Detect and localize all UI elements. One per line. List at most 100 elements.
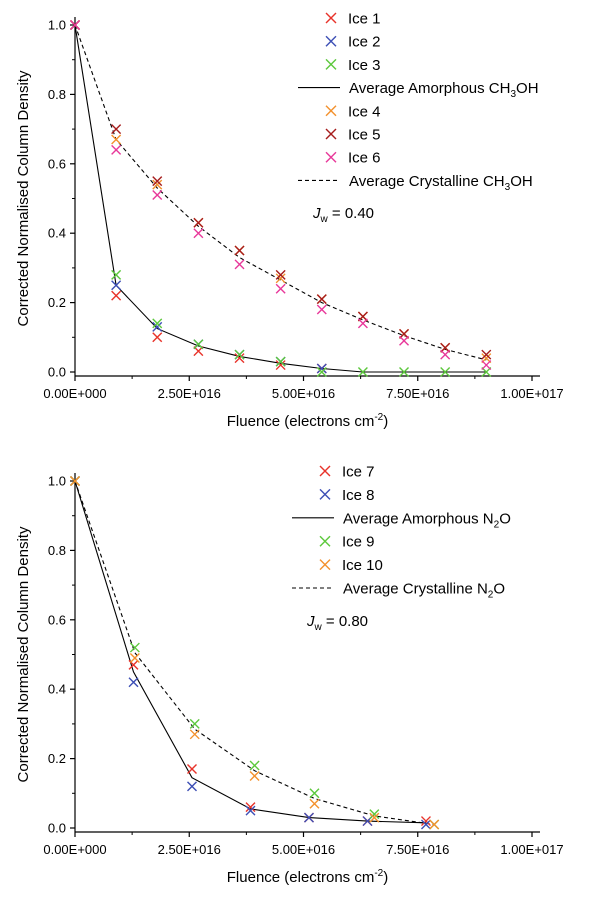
x-tick-label: 7.50E+016 (386, 842, 449, 857)
data-point (186, 781, 197, 792)
legend-marker (325, 105, 337, 117)
legend-label: Average Amorphous N2O (343, 510, 511, 530)
y-axis-title: Corrected Normalised Column Density (15, 70, 32, 326)
x-tick-label: 5.00E+016 (272, 386, 335, 401)
x-tick-label: 2.50E+016 (158, 842, 221, 857)
y-tick-label: 0.6 (48, 156, 66, 171)
legend-label: Average Crystalline N2O (343, 581, 505, 601)
data-point (357, 367, 368, 377)
series-line (74, 24, 487, 361)
data-point (275, 360, 286, 371)
legend-label: Ice 7 (342, 464, 375, 481)
x-tick-label: 0.00E+000 (43, 842, 106, 857)
legend-label: Ice 5 (348, 127, 381, 144)
data-point (128, 677, 139, 688)
y-tick-label: 0.0 (48, 821, 66, 836)
data-point (111, 144, 122, 155)
legend-marker (319, 559, 331, 571)
legend-marker (325, 58, 337, 70)
data-point (152, 321, 163, 332)
data-point (420, 816, 431, 827)
x-tick-label: 2.50E+016 (158, 386, 221, 401)
data-point (70, 20, 80, 30)
legend-marker (319, 465, 331, 477)
y-tick-label: 0.2 (48, 295, 66, 310)
data-point (316, 367, 327, 377)
y-tick-label: 1.0 (48, 474, 66, 489)
data-point (189, 729, 200, 740)
data-point (275, 273, 286, 284)
data-point (316, 294, 327, 305)
data-point (152, 176, 163, 187)
legend-marker (325, 151, 337, 163)
series-line (74, 480, 435, 826)
legend-label: Ice 3 (348, 57, 381, 74)
legend-marker (325, 128, 337, 140)
data-point (234, 353, 245, 364)
legend-label: Ice 9 (342, 534, 375, 551)
data-point (70, 476, 80, 486)
y-tick-label: 0.4 (48, 682, 66, 697)
data-point (316, 363, 327, 374)
data-point (193, 217, 204, 228)
data-point (129, 652, 140, 663)
data-point (234, 245, 245, 256)
y-tick-label: 1.0 (48, 18, 66, 33)
data-point (152, 190, 163, 201)
data-point (275, 283, 286, 294)
jw-annotation: Jw = 0.40 (312, 205, 374, 225)
legend-label: Ice 4 (348, 103, 381, 120)
legend-label: Ice 2 (348, 34, 381, 51)
legend-marker (325, 35, 337, 47)
legend-label: Ice 10 (342, 557, 383, 574)
x-tick-label: 1.00E+017 (500, 842, 563, 857)
data-point (420, 819, 431, 830)
legend-label: Ice 8 (342, 487, 375, 504)
legend-marker (319, 535, 331, 547)
data-point (303, 812, 314, 823)
data-point (357, 318, 368, 329)
x-axis-title: Fluence (electrons cm-2) (227, 412, 388, 430)
data-point (399, 335, 410, 346)
y-tick-label: 0.2 (48, 751, 66, 766)
data-point (193, 339, 204, 350)
data-point (481, 349, 492, 360)
y-tick-label: 0.6 (48, 612, 66, 627)
data-point (234, 259, 245, 270)
data-point (111, 290, 122, 301)
legend-marker (319, 488, 331, 500)
data-point (152, 318, 163, 329)
data-point (129, 642, 140, 653)
legend-label: Ice 1 (348, 11, 381, 28)
data-point (440, 367, 451, 377)
bottom-chart-panel: 0.0 0.2 0.4 0.6 0.8 1.0 0.00E+000 2.50E+016 5.00… (15, 464, 564, 887)
data-point (369, 809, 380, 820)
data-point (111, 280, 122, 291)
y-tick-label: 0.4 (48, 226, 66, 241)
x-axis-title: Fluence (electrons cm-2) (227, 868, 388, 886)
data-point (234, 349, 245, 360)
y-tick-label: 0.0 (48, 365, 66, 380)
y-axis-title: Corrected Normalised Column Density (15, 526, 32, 782)
data-point (440, 349, 451, 360)
data-point (309, 798, 320, 809)
y-tick-label: 0.8 (48, 543, 66, 558)
data-point (186, 764, 197, 775)
jw-annotation: Jw = 0.80 (306, 613, 368, 633)
top-chart-panel: 0.0 0.2 0.4 0.6 0.8 1.0 0.00E+000 2.50E+016 5.00… (15, 11, 564, 431)
legend-label: Average Crystalline CH3OH (349, 173, 533, 193)
data-point (249, 770, 260, 781)
y-tick-label: 0.8 (48, 87, 66, 102)
data-point (309, 788, 320, 799)
data-point (316, 304, 327, 315)
data-point (275, 269, 286, 280)
legend-label: Ice 6 (348, 150, 381, 167)
data-point (152, 332, 163, 343)
x-tick-label: 5.00E+016 (272, 842, 335, 857)
data-point (152, 179, 163, 190)
data-point (111, 124, 122, 135)
series-line (74, 24, 487, 373)
data-point (399, 367, 410, 377)
data-point (249, 760, 260, 771)
